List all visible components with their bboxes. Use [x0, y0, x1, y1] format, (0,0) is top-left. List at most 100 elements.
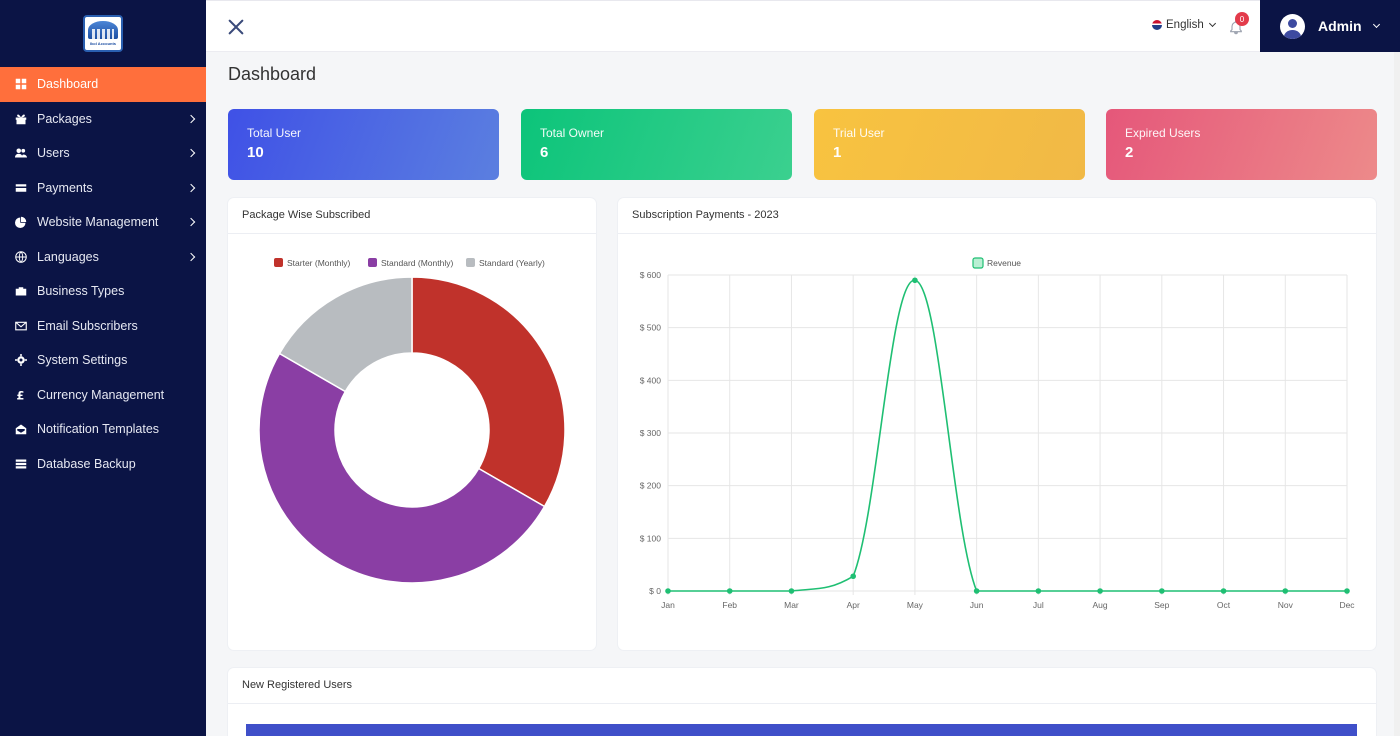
- sidebar-item-label: Users: [37, 146, 70, 161]
- y-tick-label: $ 400: [640, 375, 662, 385]
- revenue-point-jun[interactable]: [973, 588, 980, 594]
- globe-icon: [14, 250, 28, 264]
- language-label: English: [1166, 19, 1204, 31]
- sidebar-item-label: Payments: [37, 180, 93, 195]
- x-tick-label: Jul: [1033, 600, 1044, 610]
- revenue-point-dec[interactable]: [1344, 588, 1350, 594]
- revenue-series-line: [668, 279, 1347, 592]
- credit-card-icon: [14, 181, 28, 195]
- gift-icon: [14, 112, 28, 126]
- pie-slice-starter-monthly[interactable]: [411, 276, 566, 508]
- sidebar-item-payments[interactable]: Payments: [0, 171, 206, 206]
- stat-value: 1: [833, 144, 842, 161]
- stat-label: Total Owner: [540, 126, 605, 140]
- stat-value: 10: [247, 144, 264, 161]
- pie-slice-standard-yearly[interactable]: [278, 276, 413, 393]
- briefcase-icon: [14, 284, 28, 298]
- stat-card-total-owner[interactable]: Total Owner 6: [521, 109, 792, 180]
- sidebar-item-business-types[interactable]: Business Types: [0, 274, 206, 309]
- sidebar-item-label: Packages: [37, 111, 92, 126]
- revenue-point-jul[interactable]: [1035, 588, 1042, 594]
- sidebar-item-label: Business Types: [37, 284, 125, 299]
- legend-label: Revenue: [987, 258, 1021, 268]
- legend-label: Standard (Monthly): [381, 258, 453, 268]
- chevron-down-icon: [1372, 20, 1380, 29]
- stat-card-total-user[interactable]: Total User 10: [228, 109, 499, 180]
- sidebar-item-packages[interactable]: Packages: [0, 102, 206, 137]
- envelope-icon: [14, 319, 28, 333]
- chevron-down-icon: [1208, 19, 1216, 28]
- pie-legend-group: Starter (Monthly) Standard (Monthly) Stand…: [274, 258, 545, 268]
- sidebar-item-dashboard[interactable]: Dashboard: [0, 67, 206, 102]
- sidebar-item-label: System Settings: [37, 353, 128, 368]
- chevron-right-icon: [186, 252, 196, 261]
- revenue-point-aug[interactable]: [1097, 588, 1103, 594]
- users-icon: [14, 146, 28, 160]
- close-sidebar-button[interactable]: [228, 19, 244, 35]
- stat-card-expired-users[interactable]: Expired Users 2: [1106, 109, 1377, 180]
- card-title: Package Wise Subscribed: [228, 198, 596, 234]
- users-table-header: [246, 724, 1357, 736]
- chevron-right-icon: [186, 183, 196, 192]
- y-tick-label: $ 300: [640, 428, 662, 438]
- envelope-open-icon: [14, 422, 28, 436]
- revenue-point-oct[interactable]: [1220, 588, 1227, 594]
- legend-swatch: [972, 257, 984, 269]
- stat-label: Expired Users: [1125, 126, 1201, 140]
- new-users-card: New Registered Users: [228, 668, 1376, 736]
- revenue-point-apr[interactable]: [850, 573, 856, 580]
- x-tick-label: Jan: [661, 600, 675, 610]
- stat-value: 2: [1125, 144, 1134, 161]
- pie-slice-standard-monthly[interactable]: [258, 352, 546, 584]
- sidebar-item-label: Dashboard: [37, 77, 99, 92]
- legend-swatch: [466, 258, 475, 267]
- stat-value: 6: [540, 144, 549, 161]
- pound-icon: £: [14, 388, 28, 402]
- x-tick-label: Mar: [784, 600, 799, 610]
- y-tick-label: $ 600: [640, 270, 662, 280]
- x-tick-label: Sep: [1154, 600, 1169, 610]
- sidebar-item-label: Currency Management: [37, 387, 165, 402]
- sidebar-item-notification-templates[interactable]: Notification Templates: [0, 412, 206, 447]
- topbar: English 0 Admin: [206, 0, 1400, 52]
- stat-card-trial-user[interactable]: Trial User 1: [814, 109, 1085, 180]
- revenue-point-may[interactable]: [912, 277, 918, 284]
- revenue-point-jan[interactable]: [665, 588, 671, 594]
- revenue-point-feb[interactable]: [726, 588, 733, 594]
- sidebar-item-currency-management[interactable]: £ Currency Management: [0, 378, 206, 413]
- donut-chart: Starter (Monthly) Standard (Monthly) Stand…: [258, 258, 566, 584]
- chevron-right-icon: [186, 218, 196, 227]
- card-title: New Registered Users: [228, 668, 1376, 704]
- user-menu[interactable]: Admin: [1260, 0, 1400, 52]
- sidebar-item-label: Email Subscribers: [37, 318, 138, 333]
- sidebar: Ikol Accounts Dashboard Packages Users Paym…: [0, 0, 206, 736]
- database-icon: [14, 457, 28, 471]
- revenue-point-nov[interactable]: [1282, 588, 1289, 594]
- legend-label: Starter (Monthly): [287, 258, 350, 268]
- user-name: Admin: [1318, 18, 1362, 34]
- sidebar-item-email-subscribers[interactable]: Email Subscribers: [0, 309, 206, 344]
- x-tick-label: Nov: [1278, 600, 1294, 610]
- logo-wrap: Ikol Accounts: [0, 0, 206, 67]
- sidebar-item-website-management[interactable]: Website Management: [0, 205, 206, 240]
- sidebar-item-users[interactable]: Users: [0, 136, 206, 171]
- logo[interactable]: Ikol Accounts: [83, 15, 123, 52]
- gear-icon: [14, 353, 28, 367]
- x-tick-label: Dec: [1339, 600, 1355, 610]
- y-tick-label: $ 0: [649, 586, 661, 596]
- x-tick-label: Feb: [722, 600, 737, 610]
- language-selector[interactable]: English: [1152, 19, 1216, 31]
- scrollbar[interactable]: [1394, 52, 1400, 736]
- us-flag-icon: [1152, 20, 1162, 30]
- legend-label: Standard (Yearly): [479, 258, 545, 268]
- package-chart-card: Package Wise Subscribed Starter (Monthly…: [228, 198, 596, 650]
- revenue-point-mar[interactable]: [788, 588, 795, 594]
- sidebar-item-languages[interactable]: Languages: [0, 240, 206, 275]
- stat-label: Trial User: [833, 126, 885, 140]
- y-tick-label: $ 500: [640, 323, 662, 333]
- sidebar-item-database-backup[interactable]: Database Backup: [0, 447, 206, 482]
- x-tick-label: May: [907, 600, 924, 610]
- revenue-point-sep[interactable]: [1159, 588, 1165, 594]
- chevron-right-icon: [186, 149, 196, 158]
- sidebar-item-system-settings[interactable]: System Settings: [0, 343, 206, 378]
